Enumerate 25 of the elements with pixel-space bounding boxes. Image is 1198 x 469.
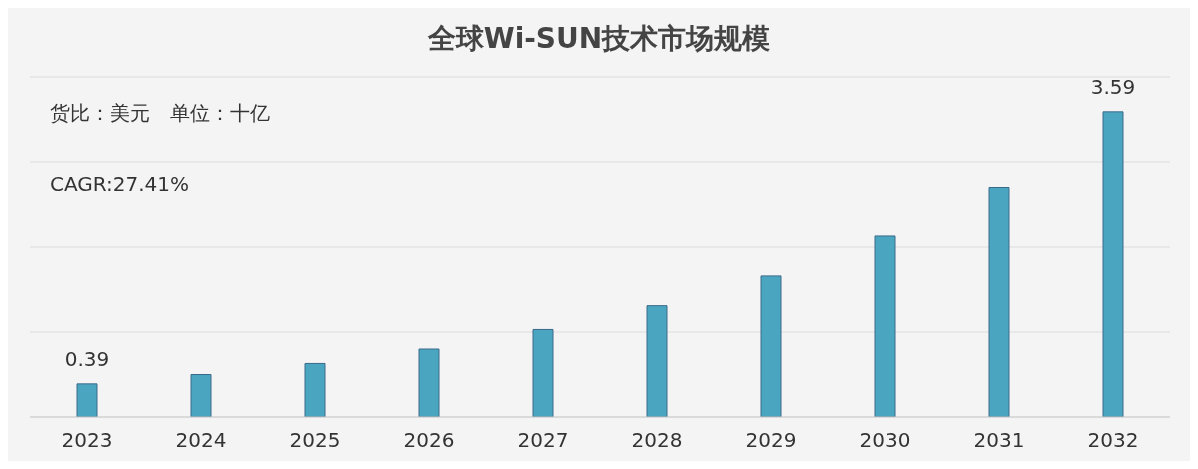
x-tick-label: 2032 <box>1087 428 1139 453</box>
bar <box>190 374 212 417</box>
x-tick-label: 2030 <box>859 428 911 453</box>
bar <box>1102 111 1124 417</box>
bar <box>760 275 782 417</box>
bar <box>646 305 668 417</box>
x-tick-label: 2026 <box>403 428 455 453</box>
annotation: CAGR:27.41% <box>50 172 190 196</box>
bar <box>76 383 98 417</box>
x-tick-label: 2027 <box>517 428 569 453</box>
x-tick-label: 2031 <box>973 428 1025 453</box>
x-tick-label: 2025 <box>289 428 341 453</box>
annotation: 货比：美元 单位：十亿 <box>50 100 270 127</box>
bar <box>418 348 440 417</box>
x-tick-label: 2023 <box>61 428 113 453</box>
chart-title: 全球Wi-SUN技术市场规模 <box>426 21 772 57</box>
x-tick-label: 2028 <box>631 428 683 453</box>
bar <box>532 328 554 417</box>
data-label: 0.39 <box>64 346 110 371</box>
bar <box>304 362 326 417</box>
x-tick-label: 2024 <box>175 428 227 453</box>
bar <box>874 235 896 417</box>
x-tick-label: 2029 <box>745 428 797 453</box>
data-label: 3.59 <box>1090 74 1136 99</box>
bar <box>988 187 1010 417</box>
